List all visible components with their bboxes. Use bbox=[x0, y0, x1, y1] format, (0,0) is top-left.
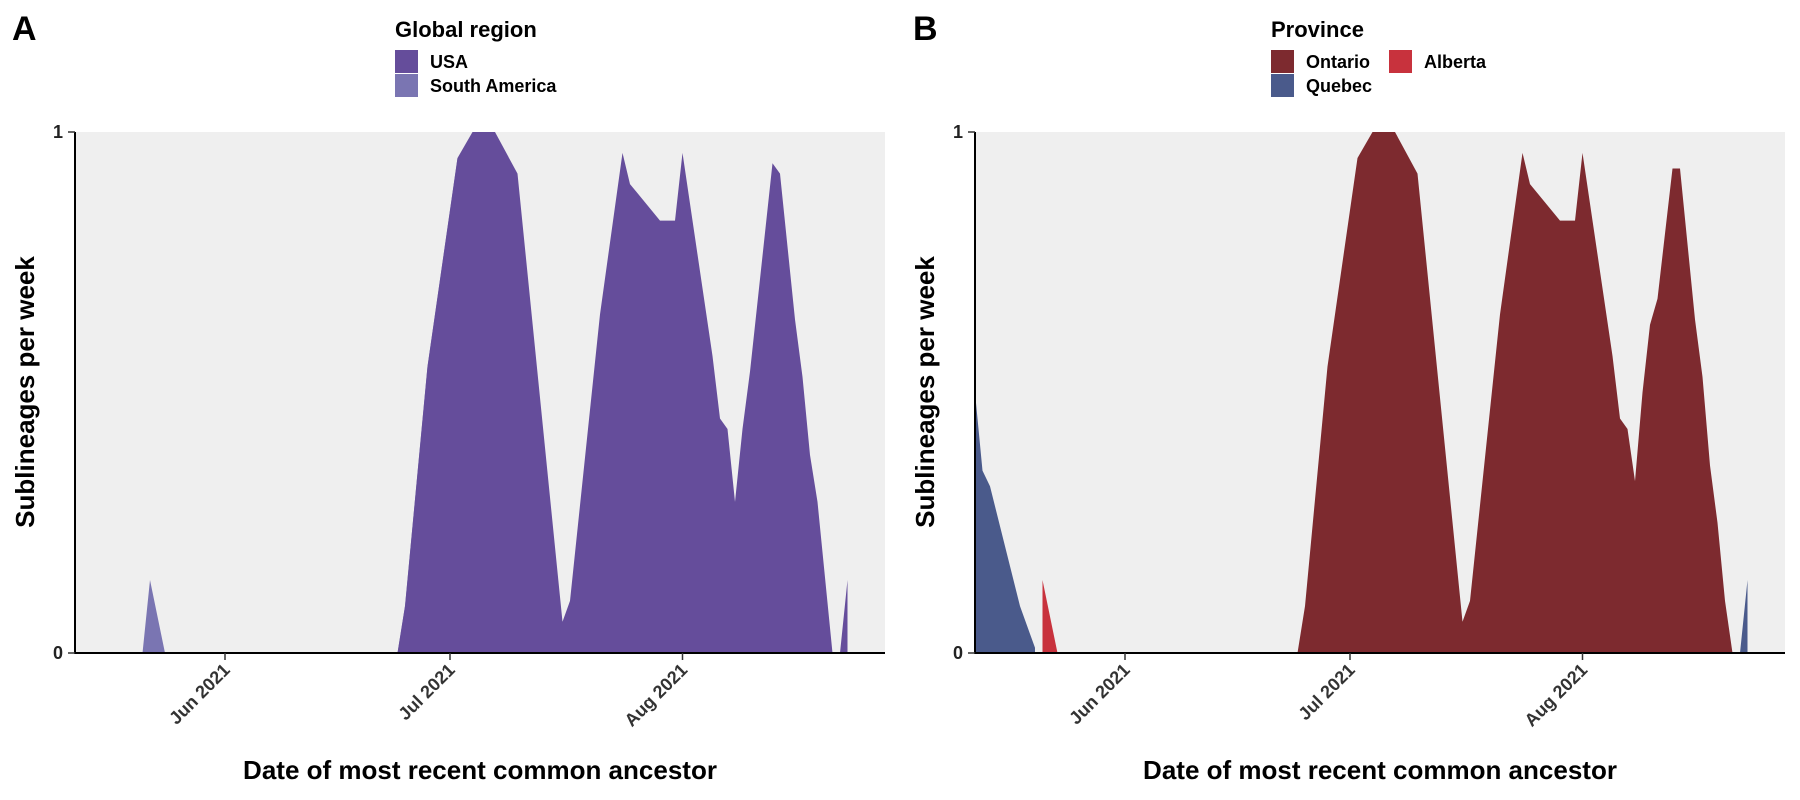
legend-swatch-south-america bbox=[395, 74, 418, 97]
x-tick-label-jun-2021-b: Jun 2021 bbox=[1065, 660, 1134, 729]
legend-label-quebec: Quebec bbox=[1306, 76, 1372, 96]
area-series-alberta-b bbox=[1042, 580, 1058, 653]
x-tick-label-aug-2021-a: Aug 2021 bbox=[621, 660, 692, 731]
area-layer-b bbox=[975, 132, 1748, 653]
x-tick-label-jul-2021-a: Jul 2021 bbox=[394, 660, 458, 724]
legend-title-a: Global region bbox=[395, 17, 537, 42]
legend-swatch-usa bbox=[395, 50, 418, 73]
area-series-ontario-b bbox=[1297, 132, 1733, 653]
x-ticks-a: Jun 2021 Jul 2021 Aug 2021 bbox=[165, 653, 691, 730]
legend-label-south-america: South America bbox=[430, 76, 557, 96]
panel-a: A Global region USA South America 01 Jun… bbox=[10, 10, 885, 785]
legend-swatch-ontario bbox=[1271, 50, 1294, 73]
legend-swatch-alberta bbox=[1389, 50, 1412, 73]
legend-label-ontario: Ontario bbox=[1306, 52, 1370, 72]
y-axis-title-a: Sublineages per week bbox=[10, 256, 40, 528]
legend-label-alberta: Alberta bbox=[1424, 52, 1487, 72]
panel-letter-b: B bbox=[913, 10, 938, 48]
y-tick-label-1-b: 1 bbox=[953, 122, 963, 142]
y-ticks-a: 01 bbox=[53, 122, 75, 663]
x-axis-title-a: Date of most recent common ancestor bbox=[243, 755, 717, 785]
y-tick-label-0-b: 0 bbox=[953, 643, 963, 663]
y-ticks-b: 01 bbox=[953, 122, 975, 663]
panel-b: B Province Ontario Alberta Quebec 01 Jun… bbox=[910, 10, 1785, 785]
panel-letter-a: A bbox=[12, 10, 37, 48]
y-tick-label-1-a: 1 bbox=[53, 122, 63, 142]
x-axis-title-b: Date of most recent common ancestor bbox=[1143, 755, 1617, 785]
y-tick-label-0-a: 0 bbox=[53, 643, 63, 663]
legend-label-usa: USA bbox=[430, 52, 468, 72]
x-tick-label-jun-2021-a: Jun 2021 bbox=[165, 660, 234, 729]
area-series-usa-a bbox=[397, 132, 848, 653]
x-ticks-b: Jun 2021 Jul 2021 Aug 2021 bbox=[1065, 653, 1591, 730]
x-tick-label-jul-2021-b: Jul 2021 bbox=[1294, 660, 1358, 724]
legend-swatch-quebec bbox=[1271, 74, 1294, 97]
legend-title-b: Province bbox=[1271, 17, 1364, 42]
x-tick-label-aug-2021-b: Aug 2021 bbox=[1521, 660, 1592, 731]
area-layer-a bbox=[142, 132, 848, 654]
y-axis-title-b: Sublineages per week bbox=[910, 256, 940, 528]
